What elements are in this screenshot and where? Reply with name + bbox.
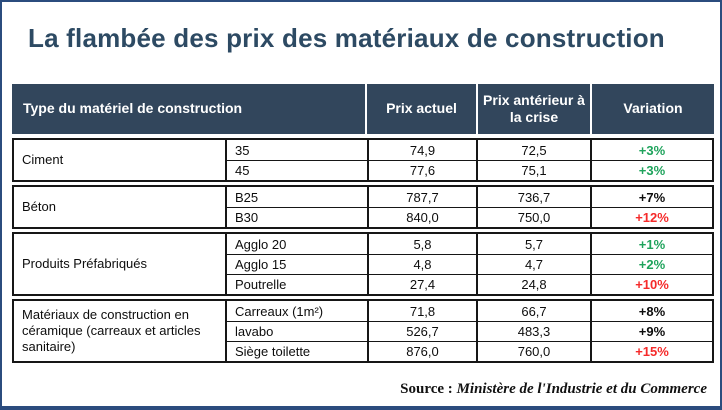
prix-anterieur-cell: 72,5 <box>476 140 590 160</box>
variation-cell: +2% <box>590 254 712 274</box>
category-cell: Béton <box>22 199 56 215</box>
category-cell: Matériaux de construction en céramique (… <box>22 307 201 354</box>
variation-cell: +9% <box>590 321 712 341</box>
source-label: Source : <box>400 381 453 397</box>
item-cell: Siège toilette <box>225 341 367 361</box>
prix-actuel-cell: 876,0 <box>367 341 476 361</box>
header-type-materiel: Type du matériel de construction <box>12 84 365 134</box>
variation-cell: +3% <box>590 160 712 180</box>
item-cell: B30 <box>225 207 367 227</box>
table-header-row: Type du matériel de construction Prix ac… <box>12 84 714 134</box>
prix-anterieur-cell: 5,7 <box>476 234 590 254</box>
prix-anterieur-cell: 750,0 <box>476 207 590 227</box>
prix-actuel-cell: 27,4 <box>367 274 476 294</box>
item-cell: Agglo 15 <box>225 254 367 274</box>
header-prix-anterieur: Prix antérieur à la crise <box>478 84 590 134</box>
prix-actuel-cell: 5,8 <box>367 234 476 254</box>
prix-anterieur-cell: 4,7 <box>476 254 590 274</box>
item-cell: 45 <box>225 160 367 180</box>
variation-cell: +3% <box>590 140 712 160</box>
prix-actuel-cell: 4,8 <box>367 254 476 274</box>
prix-anterieur-cell: 483,3 <box>476 321 590 341</box>
variation-cell: +12% <box>590 207 712 227</box>
prix-anterieur-cell: 760,0 <box>476 341 590 361</box>
table-body: Ciment 35 74,9 72,5 +3% 45 77,6 75,1 +3% Béton B25… <box>12 138 714 363</box>
variation-cell: +8% <box>590 301 712 321</box>
prix-anterieur-cell: 24,8 <box>476 274 590 294</box>
variation-cell: +1% <box>590 234 712 254</box>
item-cell: B25 <box>225 187 367 207</box>
prix-anterieur-cell: 75,1 <box>476 160 590 180</box>
price-table: Type du matériel de construction Prix ac… <box>12 84 714 363</box>
item-cell: Carreaux (1m²) <box>225 301 367 321</box>
table-group: Produits Préfabriqués Agglo 20 5,8 5,7 +1% Ag… <box>12 232 714 296</box>
variation-cell: +15% <box>590 341 712 361</box>
prix-actuel-cell: 840,0 <box>367 207 476 227</box>
prix-anterieur-cell: 66,7 <box>476 301 590 321</box>
header-prix-actuel: Prix actuel <box>367 84 476 134</box>
item-cell: Poutrelle <box>225 274 367 294</box>
page-title: La flambée des prix des matériaux de con… <box>28 23 665 53</box>
prix-actuel-cell: 71,8 <box>367 301 476 321</box>
item-cell: 35 <box>225 140 367 160</box>
source-line: Source : Ministère de l'Industrie et du … <box>400 381 707 398</box>
table-group: Matériaux de construction en céramique (… <box>12 299 714 363</box>
source-text: Ministère de l'Industrie et du Commerce <box>456 381 707 397</box>
prix-actuel-cell: 74,9 <box>367 140 476 160</box>
table-group: Ciment 35 74,9 72,5 +3% 45 77,6 75,1 +3% <box>12 138 714 182</box>
variation-cell: +10% <box>590 274 712 294</box>
prix-actuel-cell: 787,7 <box>367 187 476 207</box>
variation-cell: +7% <box>590 187 712 207</box>
category-cell: Ciment <box>22 152 64 168</box>
category-cell: Produits Préfabriqués <box>22 256 148 272</box>
prix-anterieur-cell: 736,7 <box>476 187 590 207</box>
table-group: Béton B25 787,7 736,7 +7% B30 840,0 750,0 +12% <box>12 185 714 229</box>
item-cell: lavabo <box>225 321 367 341</box>
prix-actuel-cell: 77,6 <box>367 160 476 180</box>
item-cell: Agglo 20 <box>225 234 367 254</box>
header-variation: Variation <box>592 84 714 134</box>
prix-actuel-cell: 526,7 <box>367 321 476 341</box>
